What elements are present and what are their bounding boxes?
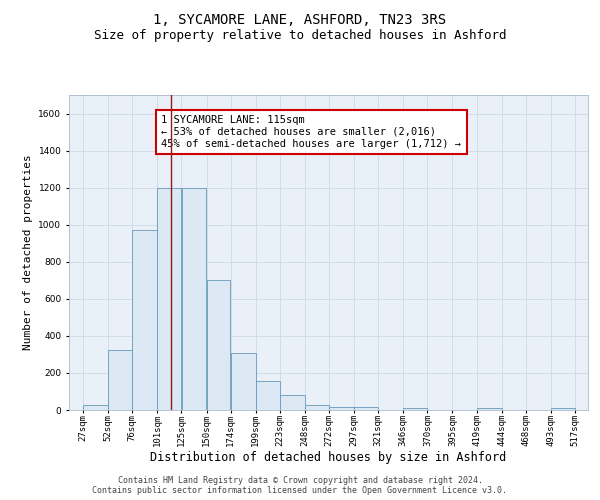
X-axis label: Distribution of detached houses by size in Ashford: Distribution of detached houses by size … xyxy=(151,450,506,464)
Bar xyxy=(280,395,305,410)
Bar xyxy=(182,188,206,410)
Bar xyxy=(403,408,427,410)
Bar xyxy=(305,406,329,410)
Bar xyxy=(477,408,502,410)
Bar xyxy=(329,407,354,410)
Text: Contains HM Land Registry data © Crown copyright and database right 2024.
Contai: Contains HM Land Registry data © Crown c… xyxy=(92,476,508,495)
Y-axis label: Number of detached properties: Number of detached properties xyxy=(23,154,33,350)
Bar xyxy=(354,407,378,410)
Bar xyxy=(157,188,181,410)
Text: 1 SYCAMORE LANE: 115sqm
← 53% of detached houses are smaller (2,016)
45% of semi: 1 SYCAMORE LANE: 115sqm ← 53% of detache… xyxy=(161,116,461,148)
Bar xyxy=(551,408,575,410)
Text: 1, SYCAMORE LANE, ASHFORD, TN23 3RS: 1, SYCAMORE LANE, ASHFORD, TN23 3RS xyxy=(154,12,446,26)
Bar xyxy=(133,230,157,410)
Bar xyxy=(83,406,108,410)
Bar xyxy=(231,352,256,410)
Text: Size of property relative to detached houses in Ashford: Size of property relative to detached ho… xyxy=(94,29,506,42)
Bar xyxy=(256,382,280,410)
Bar xyxy=(109,350,132,410)
Bar xyxy=(206,280,230,410)
